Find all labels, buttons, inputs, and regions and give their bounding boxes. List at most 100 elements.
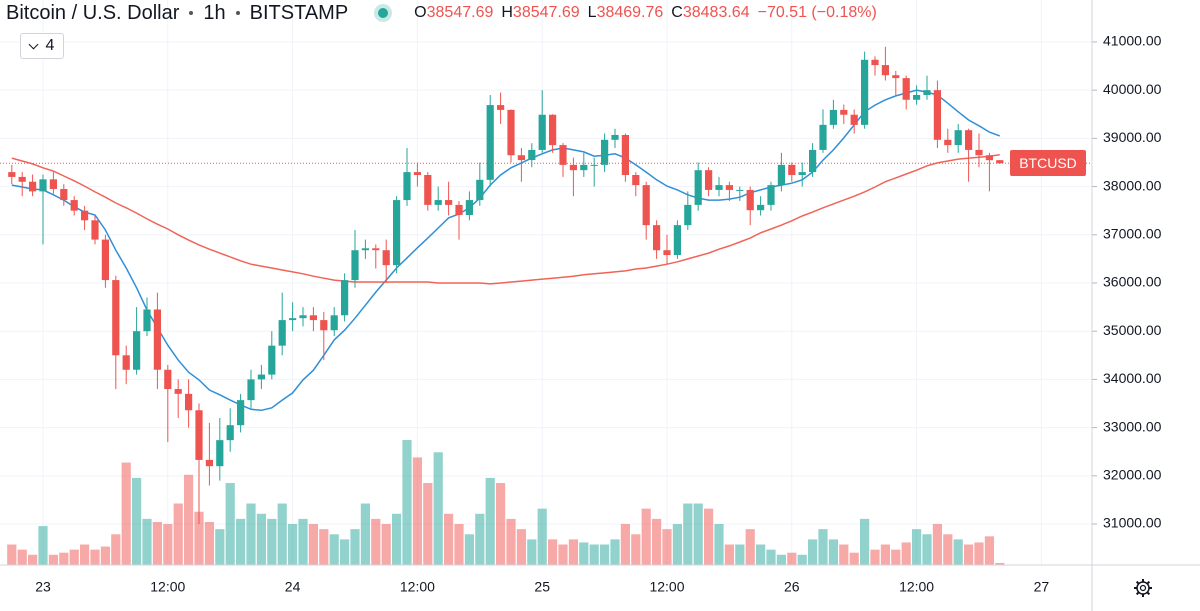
volume-bar <box>652 518 662 565</box>
candle-body <box>434 200 442 205</box>
volume-bar <box>964 544 974 565</box>
volume-bar <box>891 549 901 565</box>
y-tick-label: 39000.00 <box>1103 129 1162 145</box>
candle-body <box>205 459 213 467</box>
volume-bar <box>360 503 370 565</box>
volume-bar <box>610 539 620 565</box>
volume-bar <box>267 518 277 565</box>
y-tick-label: 34000.00 <box>1103 370 1162 386</box>
candle-body <box>549 114 557 146</box>
candle-body <box>725 185 733 190</box>
volume-bar <box>59 552 69 565</box>
volume-bar <box>808 539 818 565</box>
volume-bar <box>901 542 911 565</box>
candle-body <box>913 94 921 100</box>
volume-bar <box>579 542 589 565</box>
volume-bar <box>496 483 506 565</box>
volume-bar <box>173 503 183 565</box>
volume-bar <box>392 513 402 565</box>
y-tick-label: 41000.00 <box>1103 33 1162 49</box>
gear-ring <box>1136 581 1150 595</box>
candle-body <box>507 109 515 156</box>
volume-bar <box>849 552 859 565</box>
candle-body <box>996 160 1004 164</box>
volume-bar <box>246 503 256 565</box>
volume-bar <box>80 544 90 565</box>
volume-bar <box>142 518 152 565</box>
candle-body <box>601 139 609 165</box>
candle-body <box>881 65 889 76</box>
candle-body <box>330 315 338 331</box>
candle-body <box>715 185 723 190</box>
candle-body <box>403 172 411 201</box>
separator <box>189 11 194 15</box>
candle-body <box>819 124 827 150</box>
candle-body <box>257 374 265 380</box>
candle-body <box>455 204 463 216</box>
moving-average-line <box>11 89 1001 412</box>
volume-bar <box>860 518 870 565</box>
x-tick-label: 24 <box>285 579 301 595</box>
volume-bar <box>423 483 433 565</box>
candle-body <box>757 204 765 211</box>
volume-bar <box>121 462 131 565</box>
candle-body <box>153 309 161 370</box>
volume-pane <box>7 440 1005 565</box>
volume-bar <box>745 529 755 565</box>
candle-body <box>185 393 193 411</box>
volume-bar <box>995 562 1005 565</box>
candle-body <box>278 320 286 346</box>
candle-body <box>299 315 307 319</box>
candle-body <box>580 164 588 171</box>
volume-bar <box>475 513 485 565</box>
x-tick-label: 23 <box>35 579 51 595</box>
ohlc-high: H38547.69 <box>501 4 579 22</box>
volume-bar <box>412 457 422 565</box>
volume-bar <box>277 503 287 565</box>
volume-bar <box>527 539 537 565</box>
volume-bar <box>797 554 807 565</box>
candle-body <box>892 75 900 79</box>
volume-bar <box>215 529 225 565</box>
y-tick-label: 40000.00 <box>1103 81 1162 97</box>
candle-body <box>497 105 505 110</box>
value: 38547.69 <box>512 4 580 21</box>
volume-bar <box>631 534 641 565</box>
volume-bar <box>714 524 724 565</box>
candle-body <box>81 210 89 221</box>
candle-body <box>653 225 661 251</box>
candle-body <box>798 172 806 175</box>
x-tick-label: 12:00 <box>400 579 435 595</box>
settings-icon[interactable] <box>1134 579 1152 597</box>
candle-body <box>538 114 546 150</box>
candle-body <box>933 90 941 140</box>
indicators-toggle[interactable]: 4 <box>20 33 64 59</box>
volume-bar <box>953 539 963 565</box>
candle-body <box>528 149 536 161</box>
grid <box>0 0 1092 565</box>
market-status[interactable] <box>378 8 389 18</box>
candle-body <box>902 78 910 100</box>
volume-bar <box>766 549 776 565</box>
volume-bar <box>600 544 610 565</box>
candle-body <box>684 204 692 226</box>
symbol-price-tag: BTCUSD <box>1010 150 1086 177</box>
candle-body <box>871 59 879 66</box>
candle-body <box>195 410 203 460</box>
candle-body <box>476 179 484 201</box>
volume-bar <box>256 513 266 565</box>
volume-bar <box>298 518 308 565</box>
moving-averages <box>11 89 1001 412</box>
separator <box>235 11 240 15</box>
volume-bar <box>454 524 464 565</box>
volume-bar <box>319 529 329 565</box>
candle-body <box>663 250 671 256</box>
value: 38547.69 <box>426 4 494 21</box>
ohlc-close: C38483.64 <box>671 4 749 22</box>
volume-bar <box>371 518 381 565</box>
candle-body <box>424 174 432 205</box>
volume-bar <box>225 483 235 565</box>
ohlc-open: O38547.69 <box>414 4 493 22</box>
volume-bar <box>932 524 942 565</box>
